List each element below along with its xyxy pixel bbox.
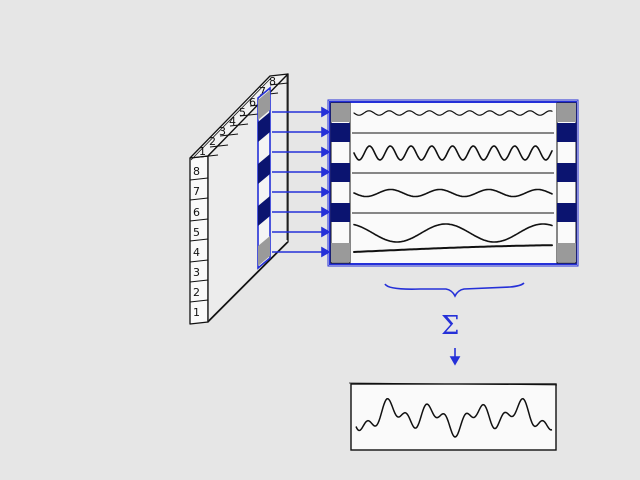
wave-2	[353, 145, 553, 161]
cell-dark	[557, 163, 576, 182]
top-label: 5	[239, 106, 246, 119]
sum-signal-frame	[350, 383, 557, 451]
front-label: 3	[193, 266, 200, 279]
sum-symbol: Σ	[441, 311, 459, 341]
cell-dark	[331, 163, 350, 182]
signal-panel-frame	[329, 101, 577, 265]
wave-4	[353, 223, 553, 243]
top-labels: 1 2 3 4 5 6 7 8	[199, 75, 276, 158]
sum-brace	[384, 282, 525, 298]
cell-grey	[557, 243, 576, 262]
front-label: 6	[193, 206, 200, 219]
signal-panel	[327, 99, 579, 267]
top-label: 8	[269, 75, 276, 88]
cell-dark	[557, 203, 576, 222]
cell-grey	[331, 103, 350, 122]
row-arrows	[272, 106, 331, 258]
right-cell-column	[556, 102, 577, 264]
top-label: 6	[249, 96, 256, 109]
down-arrow	[449, 348, 461, 366]
sum-signal-box	[348, 382, 558, 451]
front-label: 4	[193, 246, 200, 259]
cell-grey	[557, 103, 576, 122]
front-label: 5	[193, 226, 200, 239]
top-label: 1	[199, 145, 206, 158]
left-cell-column	[330, 102, 351, 264]
front-label: 8	[193, 165, 200, 178]
side-cell-dark	[258, 196, 270, 226]
side-cell-dark	[258, 154, 270, 184]
cell-dark	[557, 123, 576, 142]
front-label: 2	[193, 286, 200, 299]
row-separators	[352, 132, 554, 214]
side-cell-grey	[258, 90, 270, 120]
component-waves	[353, 110, 553, 253]
front-label: 7	[193, 185, 200, 198]
wave-1	[353, 110, 553, 116]
top-label: 2	[209, 135, 216, 148]
cell-grey	[331, 243, 350, 262]
side-cell-grey	[258, 236, 270, 266]
top-label: 4	[229, 115, 236, 128]
top-label: 3	[219, 125, 226, 138]
cell-dark	[331, 203, 350, 222]
sum-wave	[355, 397, 553, 438]
wave-3	[353, 188, 553, 198]
cell-dark	[331, 123, 350, 142]
top-label: 7	[259, 85, 266, 98]
front-face-dividers	[189, 177, 209, 303]
front-labels: 8 7 6 5 4 3 2 1	[193, 165, 200, 319]
wave-5	[353, 244, 553, 253]
box-side-column	[257, 86, 271, 270]
front-label: 1	[193, 306, 200, 319]
side-cell-dark	[258, 112, 270, 142]
